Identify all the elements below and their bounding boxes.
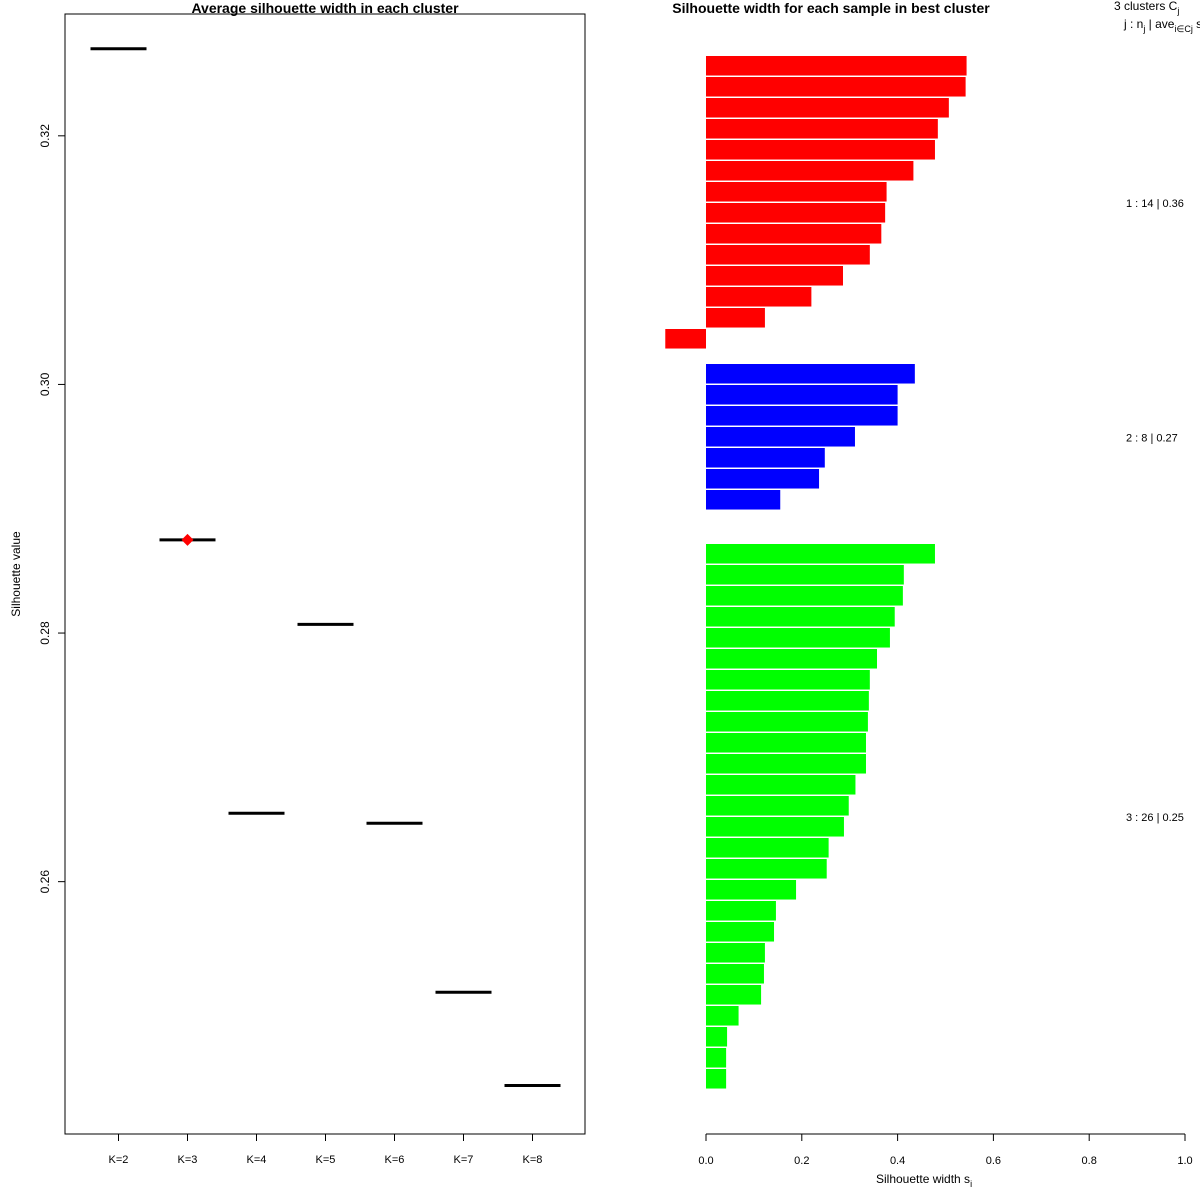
- silhouette-bar-cluster-3: [706, 733, 866, 753]
- silhouette-bar-cluster-1: [706, 266, 843, 286]
- silhouette-bar-cluster-3: [706, 1006, 739, 1026]
- left-x-tick-label: K=4: [247, 1154, 267, 1166]
- cluster-3-summary-label: 3 : 26 | 0.25: [1126, 812, 1184, 824]
- left-x-tick-label: K=8: [523, 1154, 543, 1166]
- silhouette-bar-cluster-3: [706, 880, 797, 900]
- right-chart-title: Silhouette width for each sample in best…: [672, 0, 990, 16]
- silhouette-bar-cluster-3: [706, 1069, 727, 1089]
- right-x-axis-label-sub: i: [970, 1179, 972, 1189]
- silhouette-bar-cluster-3: [706, 922, 775, 942]
- left-y-tick-label: 0.26: [38, 870, 52, 894]
- right-x-tick-label: 0.8: [1082, 1155, 1097, 1167]
- right-header: 3 clusters Cj j : nj | avei∈Cj s: [1114, 0, 1200, 34]
- silhouette-bar-cluster-3: [706, 691, 869, 711]
- header-columns-label: j : nj | avei∈Cj s: [1123, 17, 1200, 34]
- header-columns-sub: j: [1142, 24, 1145, 34]
- right-x-tick-label: 0.0: [698, 1155, 713, 1167]
- left-y-axis-label: Silhouette value: [9, 531, 23, 617]
- silhouette-bar-cluster-1: [706, 182, 887, 202]
- header-columns-text: j : n: [1123, 17, 1143, 31]
- silhouette-bar-cluster-3: [706, 586, 903, 606]
- left-x-tick-label: K=7: [454, 1154, 474, 1166]
- silhouette-bar-cluster-3: [706, 1048, 727, 1068]
- silhouette-bar-cluster-1: [706, 161, 914, 181]
- silhouette-bar-cluster-3: [706, 670, 870, 690]
- silhouette-bar-cluster-1: [706, 119, 938, 139]
- left-x-tick-label: K=2: [109, 1154, 129, 1166]
- silhouette-bar-cluster-2: [706, 385, 898, 405]
- silhouette-bar-cluster-1: [706, 245, 870, 265]
- left-chart-title: Average silhouette width in each cluster: [191, 0, 459, 16]
- silhouette-bar-cluster-3: [706, 775, 856, 795]
- silhouette-bar-cluster-2: [706, 406, 898, 426]
- left-x-tick-label: K=3: [178, 1154, 198, 1166]
- right-cluster-labels: 1 : 14 | 0.36 2 : 8 | 0.27 3 : 26 | 0.25: [1126, 198, 1184, 824]
- header-clusters-sub: j: [1176, 6, 1179, 16]
- left-y-tick-label: 0.28: [38, 621, 52, 645]
- silhouette-bar-cluster-3: [706, 901, 776, 921]
- silhouette-bar-cluster-3: [706, 607, 895, 627]
- silhouette-bar-cluster-1: [665, 329, 706, 349]
- right-x-axis-label: Silhouette width si: [876, 1172, 972, 1189]
- best-k-marker: [181, 533, 194, 546]
- silhouette-bar-cluster-1: [706, 287, 812, 307]
- silhouette-bar-cluster-2: [706, 427, 855, 447]
- silhouette-bar-cluster-3: [706, 712, 868, 732]
- silhouette-bar-cluster-1: [706, 98, 949, 118]
- silhouette-bar-cluster-3: [706, 628, 890, 648]
- silhouette-bar-cluster-3: [706, 838, 829, 858]
- silhouette-bar-cluster-3: [706, 964, 764, 984]
- left-x-tick-label: K=6: [385, 1154, 405, 1166]
- silhouette-bar-cluster-3: [706, 544, 935, 564]
- right-panel: Silhouette width for each sample in best…: [665, 0, 1200, 1189]
- cluster-2-summary-label: 2 : 8 | 0.27: [1126, 433, 1178, 445]
- header-columns-sub2: i∈Cj: [1174, 24, 1192, 34]
- silhouette-bar-cluster-2: [706, 364, 915, 384]
- silhouette-bar-cluster-1: [706, 56, 967, 76]
- silhouette-bar-cluster-2: [706, 448, 825, 468]
- left-panel: Average silhouette width in each cluster…: [9, 0, 586, 1166]
- silhouette-bar-cluster-1: [706, 224, 882, 244]
- left-y-tick-label: 0.32: [38, 124, 52, 148]
- silhouette-bar-cluster-3: [706, 943, 765, 963]
- left-y-axis: 0.26 0.28 0.30 0.32: [38, 124, 65, 894]
- right-x-axis: 0.0 0.2 0.4 0.6 0.8 1.0: [698, 1133, 1193, 1167]
- left-series: [90, 47, 561, 1088]
- right-x-tick-label: 0.4: [890, 1155, 905, 1167]
- left-x-tick-label: K=5: [316, 1154, 336, 1166]
- cluster-1-summary-label: 1 : 14 | 0.36: [1126, 198, 1184, 210]
- silhouette-bar-cluster-1: [706, 77, 966, 97]
- silhouette-bar-cluster-3: [706, 754, 866, 774]
- right-x-tick-label: 1.0: [1177, 1155, 1192, 1167]
- right-x-axis-label-text: Silhouette width s: [876, 1172, 970, 1186]
- silhouette-bar-cluster-1: [706, 140, 935, 160]
- header-clusters-text: 3 clusters C: [1114, 0, 1178, 13]
- left-x-axis: K=2 K=3 K=4 K=5 K=6 K=7 K=8: [109, 1134, 543, 1166]
- header-columns-ave: | ave: [1145, 17, 1174, 31]
- right-x-tick-label: 0.2: [794, 1155, 809, 1167]
- header-columns-end: s: [1193, 17, 1200, 31]
- silhouette-bar-cluster-3: [706, 817, 844, 837]
- silhouette-bar-cluster-2: [706, 490, 781, 510]
- silhouette-bar-cluster-3: [706, 649, 878, 669]
- silhouette-bar-cluster-1: [706, 203, 886, 223]
- left-y-tick-label: 0.30: [38, 372, 52, 396]
- right-x-tick-label: 0.6: [986, 1155, 1001, 1167]
- left-plot-box: [64, 13, 586, 1135]
- silhouette-bar-cluster-1: [706, 308, 765, 328]
- silhouette-bar-cluster-2: [706, 469, 820, 489]
- silhouette-bar-cluster-3: [706, 1027, 728, 1047]
- silhouette-bar-cluster-3: [706, 565, 904, 585]
- silhouette-bar-cluster-3: [706, 796, 849, 816]
- silhouette-bar-cluster-3: [706, 859, 827, 879]
- header-clusters-label: 3 clusters Cj: [1114, 0, 1179, 16]
- right-series: [665, 56, 967, 1089]
- silhouette-bar-cluster-3: [706, 985, 762, 1005]
